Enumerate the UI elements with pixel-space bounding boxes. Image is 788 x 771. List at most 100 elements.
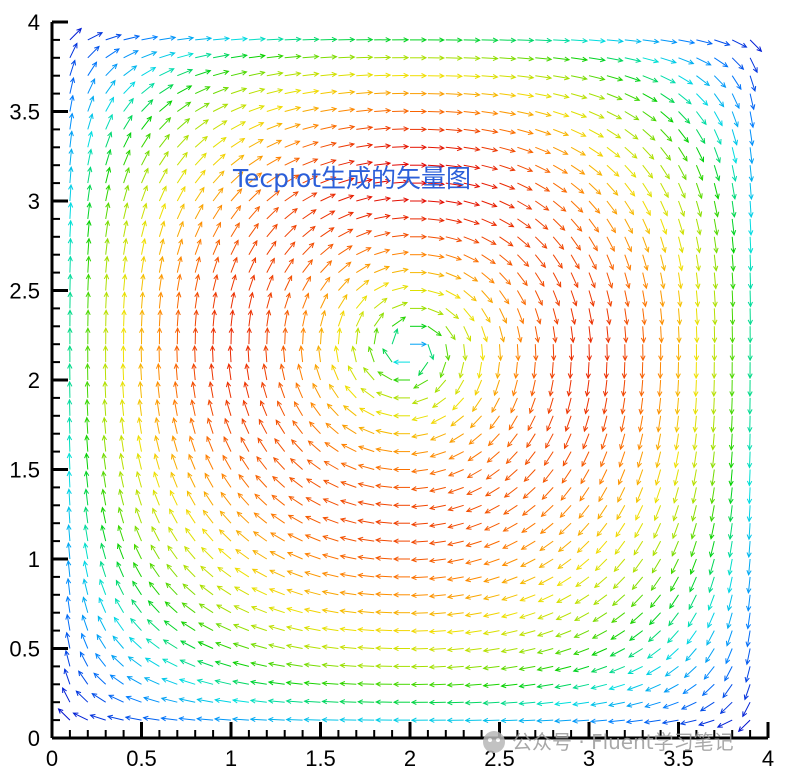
vector-arrow xyxy=(500,612,518,619)
vector-arrow xyxy=(689,558,697,575)
vector-arrow xyxy=(169,489,178,506)
vector-arrow xyxy=(588,57,606,63)
vector-arrow xyxy=(621,379,627,398)
vector-arrow xyxy=(338,107,356,113)
vector-arrow xyxy=(340,481,357,488)
vector-arrow xyxy=(196,716,214,722)
vector-arrow xyxy=(141,149,150,166)
vector-arrow xyxy=(555,630,572,638)
vector-arrow xyxy=(230,222,240,238)
vector-arrow xyxy=(312,382,321,399)
vector-arrow xyxy=(159,35,177,41)
vector-arrow xyxy=(657,362,663,380)
vector-arrow xyxy=(248,122,265,130)
vector-arrow xyxy=(583,415,590,433)
vector-arrow xyxy=(516,290,526,306)
vector-arrow xyxy=(392,627,410,634)
vector-arrow xyxy=(211,309,217,327)
vector-arrow xyxy=(123,184,130,202)
vector-arrow xyxy=(518,718,536,724)
vector-arrow xyxy=(248,70,266,77)
vector-arrow xyxy=(463,164,481,170)
vector-arrow xyxy=(642,93,658,102)
vector-arrow xyxy=(105,63,118,77)
vector-arrow xyxy=(445,326,456,341)
vector-arrow xyxy=(713,236,719,254)
vector-arrow xyxy=(318,327,324,345)
vector-arrow xyxy=(707,612,715,629)
vector-arrow xyxy=(691,487,697,505)
vector-arrow xyxy=(542,469,554,484)
vector-arrow xyxy=(719,701,733,715)
vector-arrow xyxy=(552,218,566,231)
vector-arrow xyxy=(212,153,226,166)
vector-arrow xyxy=(517,254,530,268)
vector-arrow xyxy=(321,644,339,650)
vector-arrow xyxy=(206,417,214,434)
vector-arrow xyxy=(482,594,500,601)
vector-arrow xyxy=(230,205,242,220)
vector-arrow xyxy=(747,433,753,451)
vector-arrow xyxy=(539,540,554,552)
vector-arrow xyxy=(677,272,683,290)
vector-arrow xyxy=(484,504,500,514)
vector-arrow xyxy=(358,407,375,417)
vector-arrow xyxy=(558,522,572,536)
vector-arrow xyxy=(554,701,572,707)
vector-arrow xyxy=(284,106,302,112)
vector-arrow xyxy=(392,556,410,562)
vector-arrow xyxy=(134,525,142,542)
vector-arrow xyxy=(392,267,409,274)
vector-arrow xyxy=(213,53,230,59)
vector-arrow xyxy=(192,344,198,363)
vector-arrow xyxy=(604,344,610,362)
vector-arrow xyxy=(188,453,196,470)
vector-arrow xyxy=(356,72,374,78)
vector-arrow xyxy=(307,440,321,452)
vector-arrow xyxy=(82,560,89,578)
vector-arrow xyxy=(375,410,393,417)
vector-arrow xyxy=(123,219,129,237)
vector-arrow xyxy=(626,701,643,708)
vector-arrow xyxy=(392,395,410,401)
vector-arrow xyxy=(268,606,285,614)
vector-arrow xyxy=(636,451,644,469)
vector-arrow xyxy=(262,363,268,381)
vector-arrow xyxy=(103,327,109,345)
vector-arrow xyxy=(660,200,668,217)
vector-arrow xyxy=(727,558,733,576)
vector-arrow xyxy=(481,290,494,304)
vector-arrow xyxy=(499,110,517,117)
vector-arrow xyxy=(320,36,338,43)
vector-arrow xyxy=(139,291,146,309)
vector-arrow xyxy=(516,326,523,344)
vector-arrow xyxy=(374,108,392,114)
vector-arrow xyxy=(131,598,142,614)
vector-arrow xyxy=(695,165,704,182)
vector-arrow xyxy=(588,75,606,82)
vector-arrow xyxy=(701,683,715,697)
vector-arrow xyxy=(466,469,482,479)
vector-arrow xyxy=(212,120,228,130)
vector-arrow xyxy=(624,128,639,140)
vector-arrow xyxy=(320,292,328,309)
vector-arrow xyxy=(463,37,481,43)
vector-arrow xyxy=(171,453,178,470)
vector-arrow xyxy=(87,112,94,130)
vector-arrow xyxy=(338,228,354,238)
vector-arrow xyxy=(103,273,110,291)
vector-arrow xyxy=(464,664,482,671)
vector-arrow xyxy=(606,200,618,215)
vector-arrow xyxy=(588,236,598,252)
vector-arrow xyxy=(710,433,716,451)
vector-arrow xyxy=(623,308,630,326)
vector-arrow xyxy=(83,470,90,488)
vector-arrow xyxy=(660,57,678,64)
vector-arrow xyxy=(500,665,518,671)
vector-arrow xyxy=(302,242,315,256)
vector-arrow xyxy=(235,548,250,560)
vector-arrow xyxy=(284,36,302,42)
vector-arrow xyxy=(500,630,518,636)
vector-arrow xyxy=(695,254,701,272)
vector-arrow xyxy=(571,718,590,724)
